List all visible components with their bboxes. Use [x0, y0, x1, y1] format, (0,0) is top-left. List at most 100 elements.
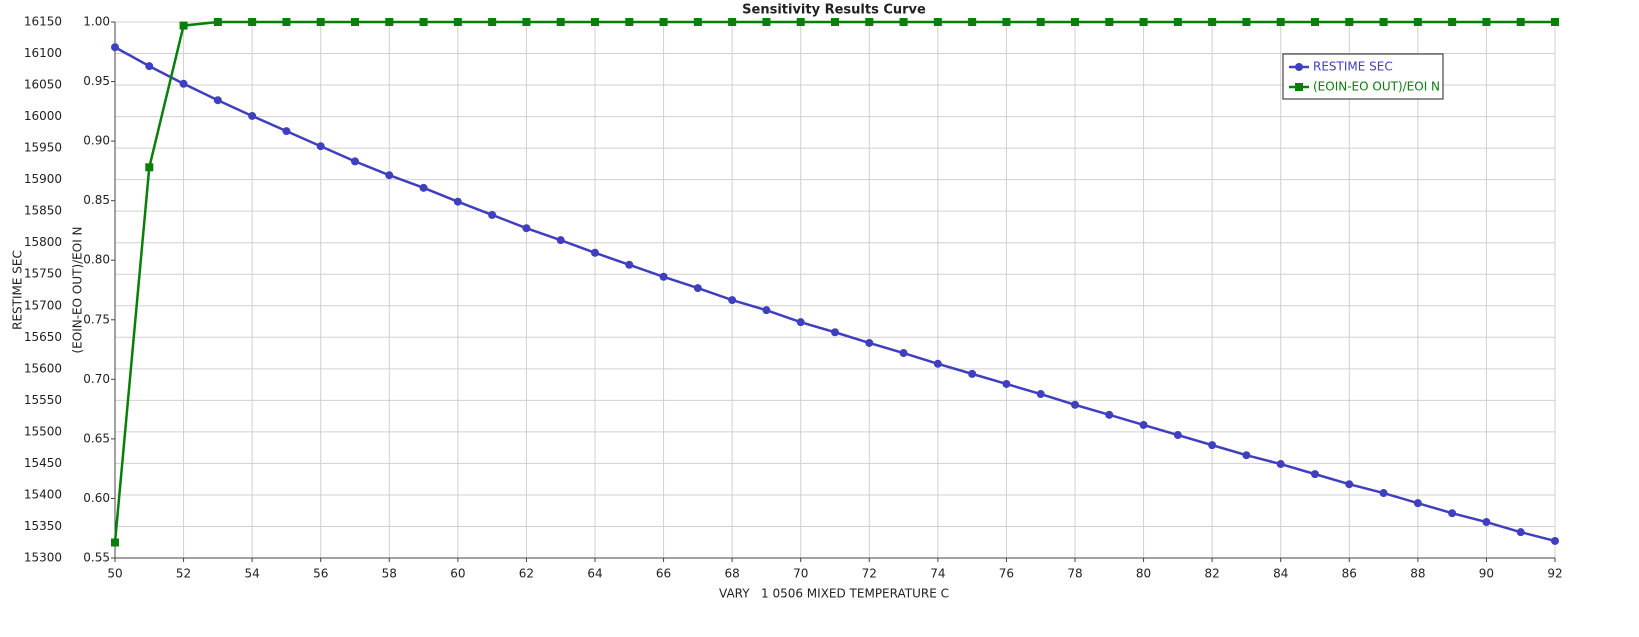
y-tick-label: 16000: [24, 109, 62, 123]
marker: [1413, 499, 1422, 508]
x-tick-label: 72: [862, 567, 877, 581]
marker: [385, 18, 394, 26]
marker: [351, 157, 359, 166]
x-tick-label: 88: [1410, 567, 1425, 581]
marker: [1139, 420, 1148, 429]
x-tick-label: 92: [1547, 567, 1562, 581]
legend-label: (EOIN-EO OUT)/EOI N: [1313, 80, 1440, 94]
marker: [282, 127, 291, 136]
y2-tick-label: 0.55: [83, 551, 110, 565]
y-tick-label: 15950: [24, 141, 62, 155]
marker: [831, 328, 839, 337]
marker: [1448, 509, 1457, 518]
y-tick-label: 15800: [24, 235, 62, 249]
y-tick-label: 15600: [24, 361, 62, 375]
marker: [968, 369, 977, 378]
marker: [385, 171, 394, 180]
y-tick-label: 15750: [24, 267, 62, 281]
marker: [625, 18, 634, 26]
marker: [625, 260, 634, 269]
y-tick-label: 15900: [24, 172, 62, 186]
y2-tick-label: 1.00: [83, 15, 110, 29]
marker: [1208, 18, 1217, 26]
marker: [1448, 18, 1457, 26]
y-tick-label: 15500: [24, 424, 62, 438]
marker: [728, 296, 737, 305]
marker: [556, 236, 565, 245]
marker: [1516, 528, 1525, 537]
x-tick-label: 68: [725, 567, 740, 581]
legend-marker: [1295, 63, 1303, 71]
marker: [316, 18, 325, 26]
y2-tick-label: 0.60: [83, 491, 110, 505]
marker: [659, 272, 668, 281]
y-tick-label: 15850: [24, 204, 62, 218]
x-tick-label: 86: [1342, 567, 1357, 581]
marker: [488, 210, 497, 219]
y-tick-label: 15350: [24, 519, 62, 533]
marker: [728, 18, 737, 26]
marker: [1036, 18, 1045, 26]
marker: [1173, 18, 1182, 26]
x-tick-label: 82: [1205, 567, 1220, 581]
x-tick-label: 70: [793, 567, 808, 581]
y-tick-label: 16100: [24, 46, 62, 60]
marker: [899, 18, 908, 26]
legend-box: [1282, 53, 1444, 100]
marker: [213, 18, 222, 26]
y-tick-label: 15700: [24, 298, 62, 312]
marker: [762, 18, 771, 26]
marker: [111, 43, 119, 52]
marker: [1208, 441, 1217, 450]
marker: [1002, 379, 1011, 388]
marker: [1242, 18, 1251, 26]
marker: [1311, 470, 1319, 479]
marker: [693, 18, 702, 26]
marker: [1482, 518, 1491, 527]
x-tick-label: 52: [176, 567, 191, 581]
marker: [1516, 18, 1525, 26]
y-tick-label: 16150: [24, 15, 62, 29]
marker: [1173, 431, 1182, 440]
marker: [968, 18, 977, 26]
marker: [1345, 18, 1354, 26]
marker: [1482, 18, 1491, 26]
y-axis-label: RESTIME SEC: [11, 250, 25, 330]
marker: [796, 18, 805, 26]
marker: [111, 538, 119, 547]
x-tick-label: 54: [245, 567, 260, 581]
marker: [796, 318, 805, 327]
marker: [933, 359, 942, 368]
x-tick-label: 84: [1273, 567, 1288, 581]
marker: [1311, 18, 1319, 26]
marker: [1036, 390, 1045, 399]
marker: [248, 111, 257, 120]
marker: [1379, 489, 1388, 498]
marker: [522, 18, 531, 26]
x-axis-label: VARY 1 0506 MIXED TEMPERATURE C: [719, 587, 949, 601]
marker: [831, 18, 839, 26]
legend-label: RESTIME SEC: [1313, 60, 1393, 74]
marker: [316, 142, 325, 151]
marker: [659, 18, 668, 26]
marker: [179, 21, 188, 30]
marker: [522, 224, 531, 233]
marker: [1413, 18, 1422, 26]
marker: [351, 18, 359, 26]
marker: [899, 349, 908, 358]
marker: [865, 338, 874, 347]
x-tick-label: 56: [313, 567, 328, 581]
y2-axis-label: (EOIN-EO OUT)/EOI N: [71, 226, 85, 353]
y2-tick-label: 0.65: [83, 431, 110, 445]
y-tick-label: 16050: [24, 78, 62, 92]
x-tick-label: 76: [999, 567, 1014, 581]
y-tick-label: 15450: [24, 456, 62, 470]
x-tick-label: 78: [1067, 567, 1082, 581]
marker: [693, 284, 702, 293]
marker: [1071, 18, 1079, 26]
marker: [556, 18, 565, 26]
x-tick-label: 58: [382, 567, 397, 581]
y-tick-label: 15550: [24, 393, 62, 407]
marker: [1242, 451, 1251, 460]
